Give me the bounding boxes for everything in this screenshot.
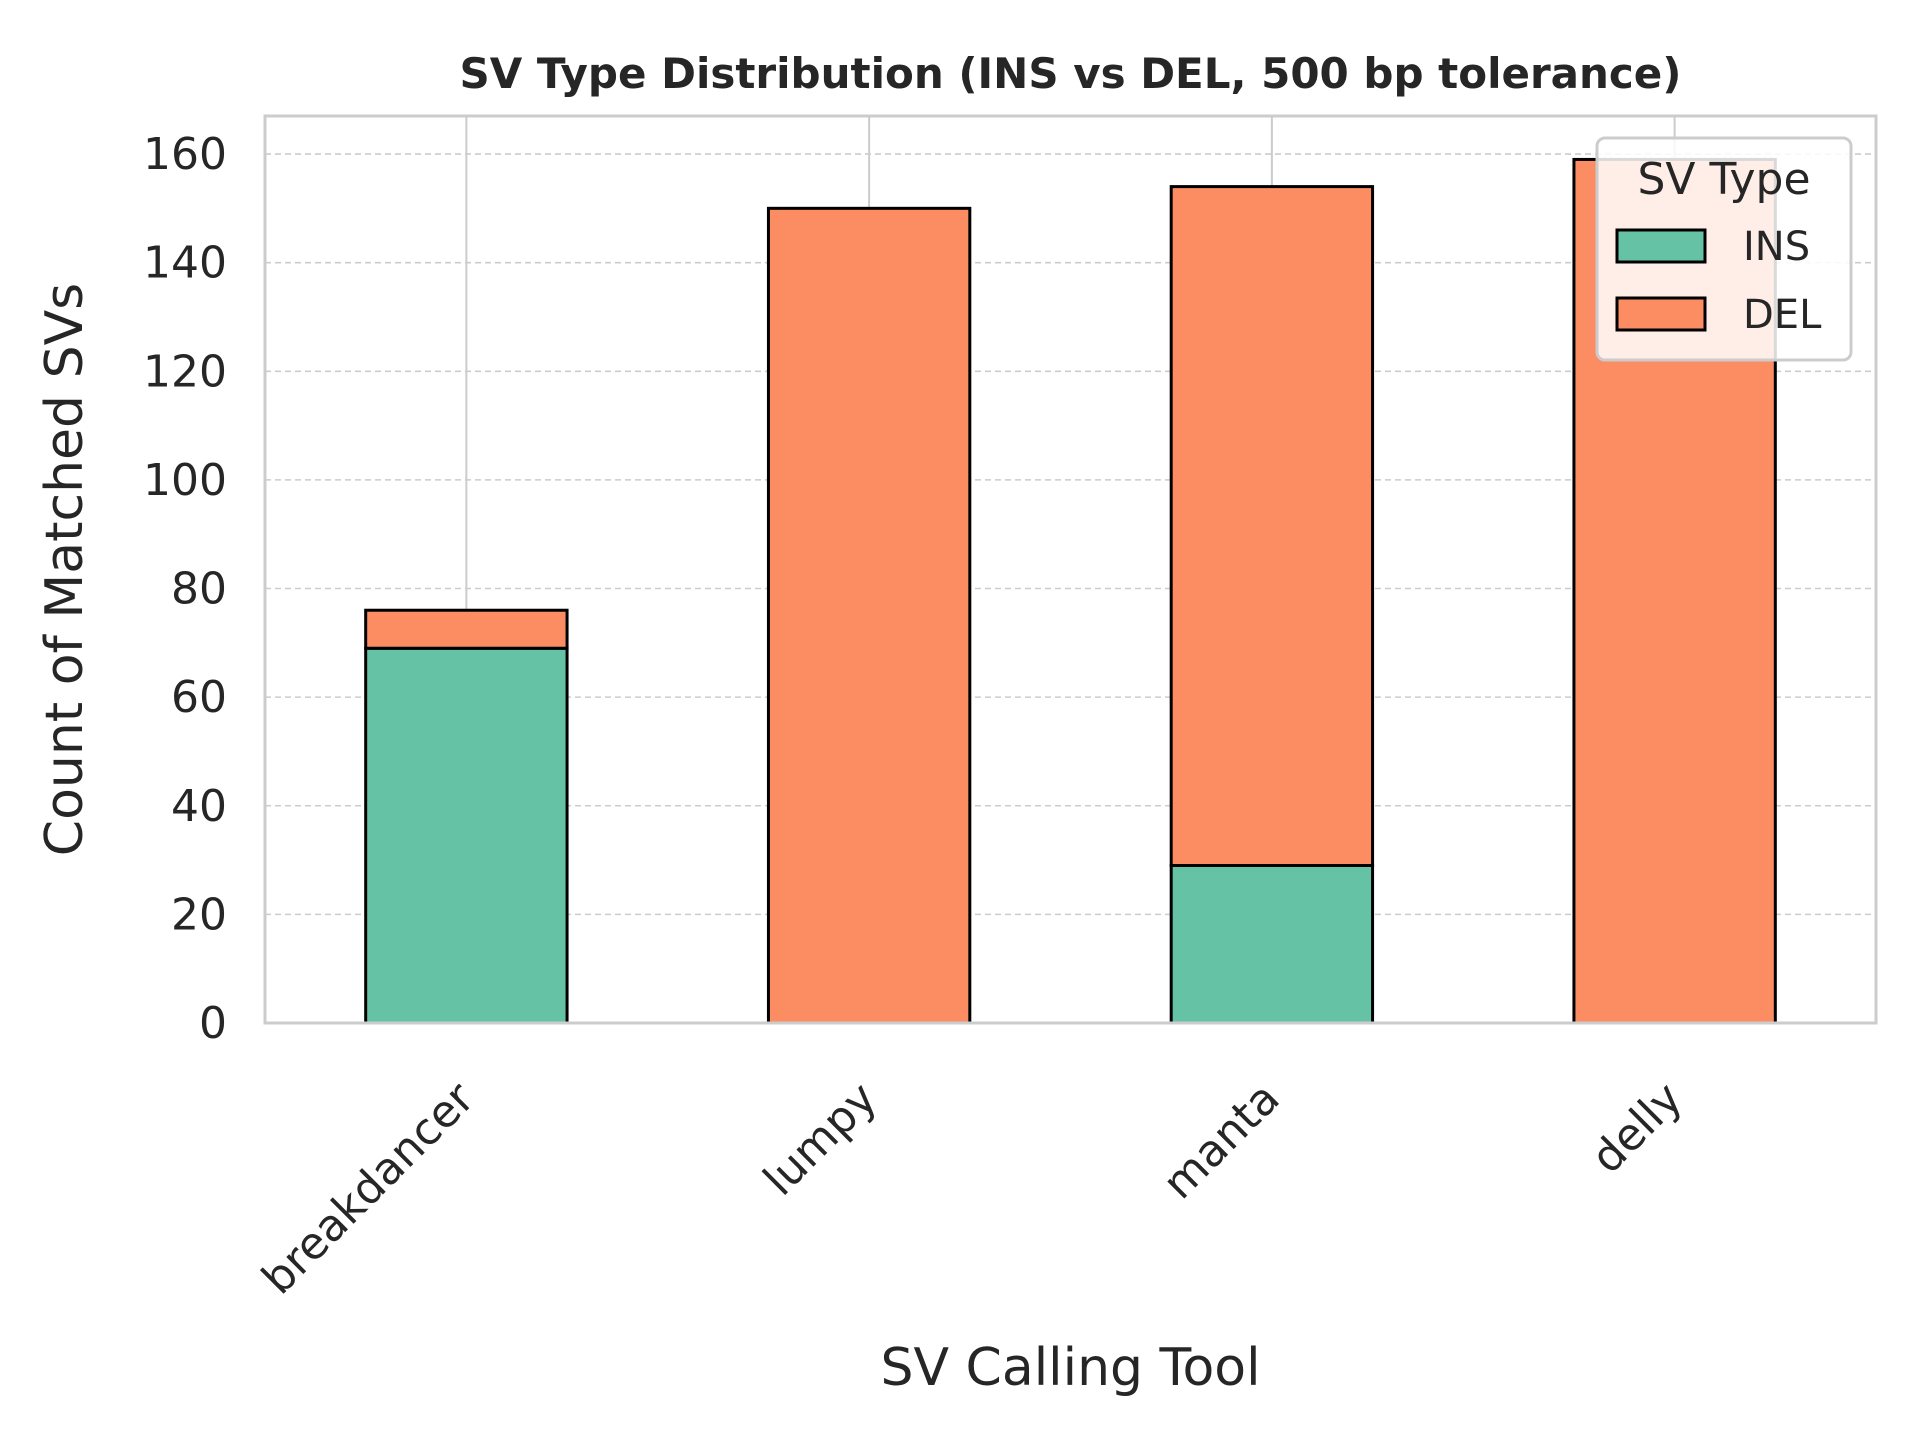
x-axis-label: SV Calling Tool	[880, 1338, 1260, 1398]
bar-lumpy-del	[766, 206, 972, 1025]
x-tick-label-breakdancer: breakdancer	[252, 1072, 484, 1304]
y-tick-label: 60	[171, 672, 227, 723]
y-tick-label: 20	[171, 889, 227, 940]
legend-title: SV Type	[1637, 154, 1810, 205]
legend: SV Type INS DEL	[1595, 136, 1853, 362]
y-tick-label: 80	[171, 564, 227, 615]
y-tick-label: 0	[199, 998, 227, 1049]
bar-manta-del	[1169, 185, 1375, 867]
y-tick-label: 40	[171, 781, 227, 832]
legend-swatch-del	[1615, 296, 1707, 332]
plot-frame	[263, 114, 1878, 1025]
legend-items: INS DEL	[1615, 224, 1822, 338]
bar-manta-ins	[1169, 863, 1375, 1025]
legend-label-del: DEL	[1743, 292, 1822, 338]
y-axis-ticks: 0 20 40 60 80 100 120 140 160	[143, 129, 227, 1049]
x-tick-label-delly: delly	[1582, 1073, 1693, 1184]
x-axis-ticks: breakdancer lumpy manta delly	[252, 1072, 1692, 1304]
y-tick-label: 120	[143, 346, 227, 397]
legend-swatch-ins	[1615, 228, 1707, 264]
bar-breakdancer-del	[364, 608, 569, 650]
x-tick-label-lumpy: lumpy	[754, 1073, 887, 1206]
y-tick-label: 100	[143, 455, 227, 506]
bar-breakdancer-ins	[364, 646, 569, 1025]
bars	[364, 157, 1777, 1025]
legend-label-ins: INS	[1743, 224, 1810, 270]
y-axis-label: Count of Matched SVs	[35, 283, 95, 856]
y-tick-label: 140	[143, 238, 227, 289]
x-tick-label-manta: manta	[1153, 1073, 1289, 1209]
chart-title: SV Type Distribution (INS vs DEL, 500 bp…	[460, 49, 1682, 98]
y-tick-label: 160	[143, 129, 227, 180]
